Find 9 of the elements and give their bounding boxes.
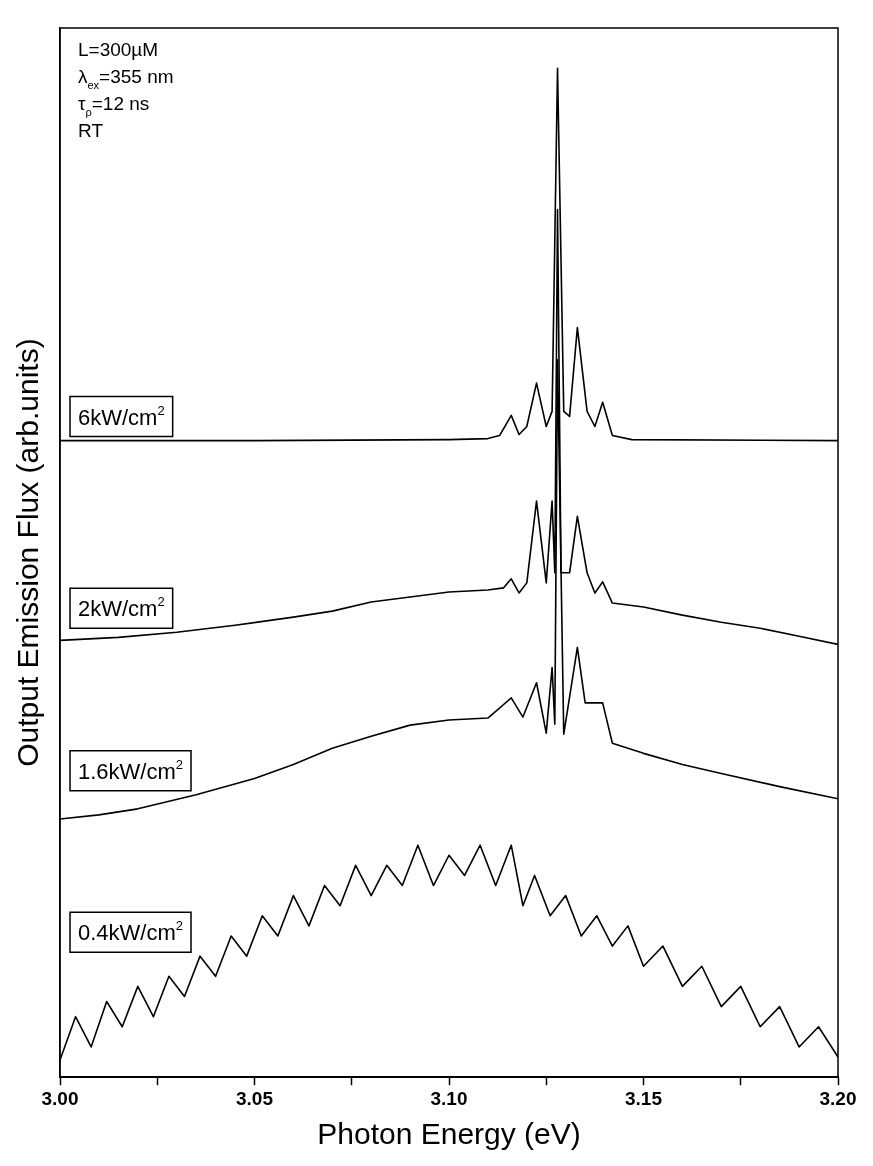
x-tick-label: 3.20 [819, 1087, 857, 1109]
x-tick-label: 3.10 [430, 1087, 468, 1109]
x-axis-title: Photon Energy (eV) [317, 1117, 581, 1151]
text: L=300µM [78, 39, 159, 60]
annotation: RT [78, 120, 104, 141]
x-tick-label: 3.05 [236, 1087, 274, 1109]
x-tick-label: 3.00 [41, 1087, 79, 1109]
x-tick-label: 3.15 [625, 1087, 663, 1109]
y-axis-title: Output Emission Flux (arb.units) [11, 338, 45, 767]
